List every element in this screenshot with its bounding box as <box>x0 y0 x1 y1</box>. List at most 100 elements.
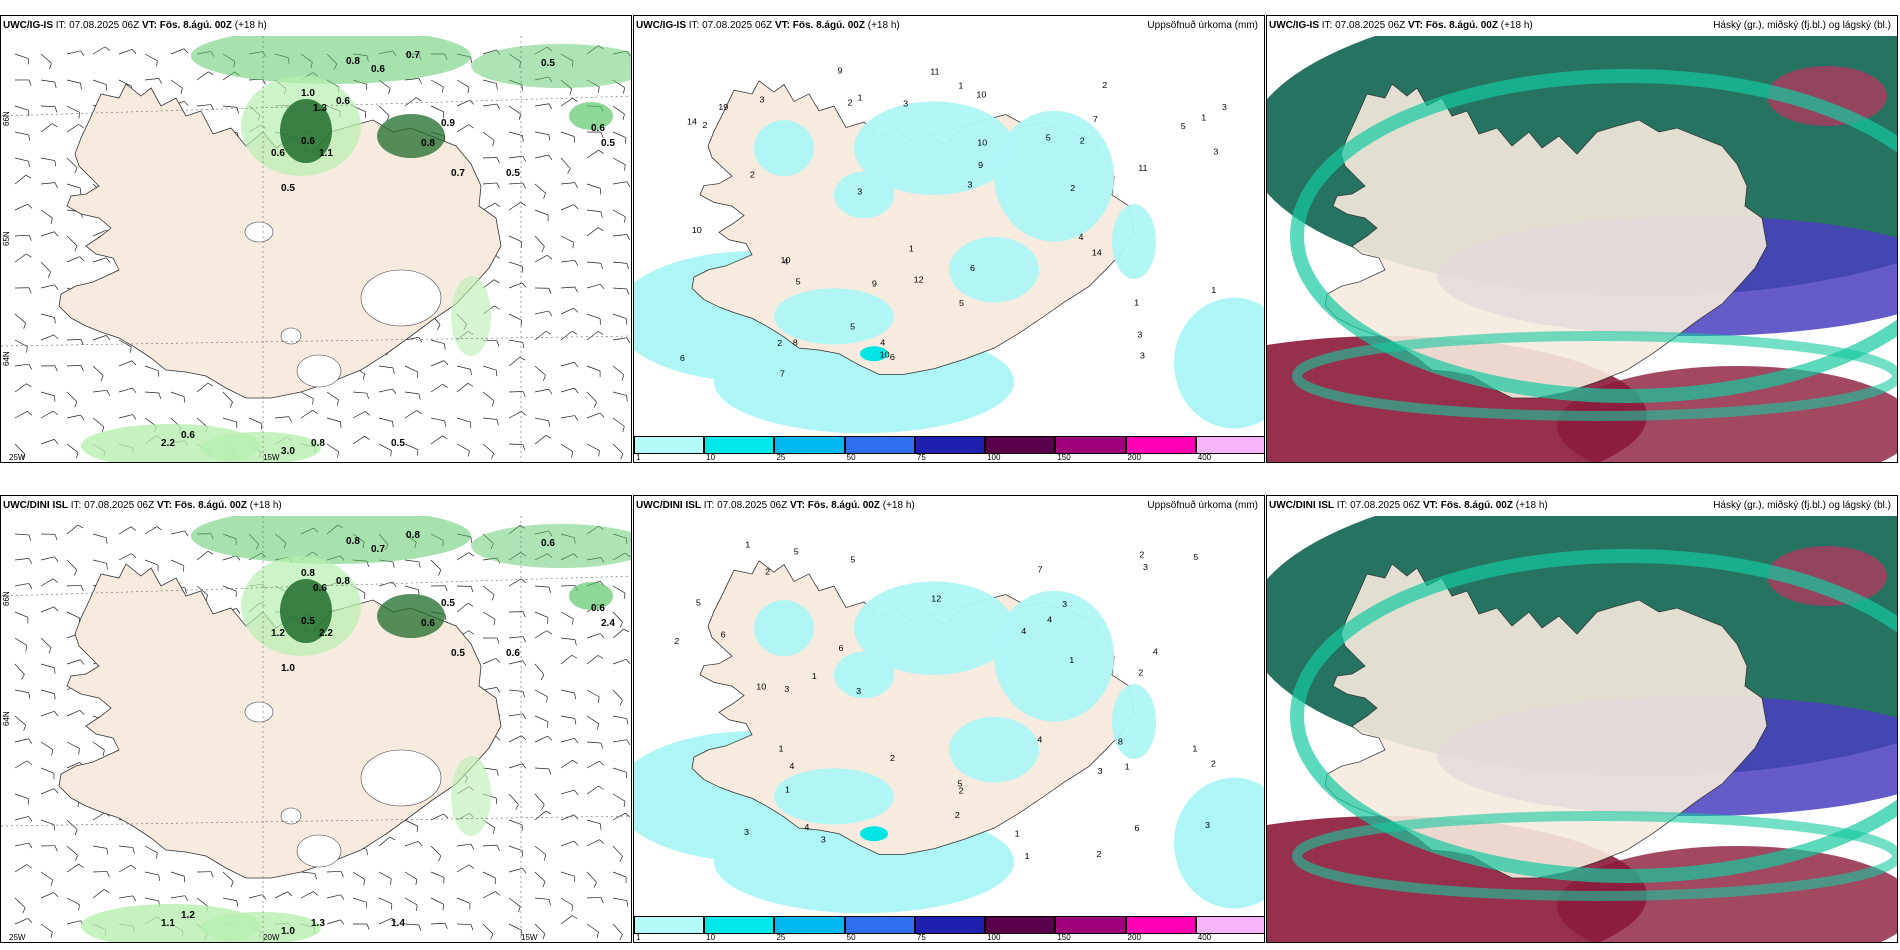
wind-barb-flag <box>184 530 189 537</box>
precip-area <box>774 288 894 345</box>
wind-barb-flag <box>522 342 525 349</box>
wind-barb-flag <box>78 112 80 119</box>
value-label: 3 <box>1137 330 1142 340</box>
wind-barb-flag <box>522 182 526 189</box>
field-title: Uppsöfnuð úrkoma (mm) <box>1147 20 1258 31</box>
precip-area <box>854 581 1014 675</box>
wind-barb-flag <box>600 131 604 138</box>
value-label: 1 <box>779 744 784 754</box>
wind-barb <box>430 105 444 113</box>
wind-barb <box>40 711 55 717</box>
wind-barb <box>508 235 522 243</box>
wind-barb <box>66 105 80 113</box>
wind-barb <box>40 209 53 219</box>
wind-barb <box>612 365 625 376</box>
value-label: 10 <box>756 682 766 692</box>
wind-barb <box>586 283 601 289</box>
wind-barb-flag <box>53 711 59 717</box>
glacier <box>360 749 442 807</box>
wind-barb-flag <box>493 827 496 834</box>
wind-barb-flag <box>28 134 31 141</box>
wind-barb <box>118 339 132 348</box>
precip-area <box>377 594 445 638</box>
wind-barb <box>66 709 80 717</box>
value-label: 2 <box>959 786 964 796</box>
model-name: UWC/IG-IS <box>3 20 53 31</box>
glacier <box>280 327 302 345</box>
wind-barb <box>118 864 132 873</box>
wind-barb <box>456 923 472 925</box>
wind-barb-flag <box>131 360 137 366</box>
wind-barb-flag <box>495 658 501 663</box>
wind-barb-flag <box>467 87 470 94</box>
init-time: IT: 07.08.2025 06Z <box>686 20 775 31</box>
wind-barb <box>352 435 365 445</box>
value-label: 10 <box>692 225 702 235</box>
wind-barb <box>456 383 469 393</box>
wind-barb-flag <box>626 739 631 746</box>
value-label: 3 <box>903 99 908 109</box>
value-label: 3 <box>784 684 789 694</box>
precip-area <box>860 346 888 362</box>
wind-barb-flag <box>23 724 26 731</box>
legend-swatch <box>1055 436 1126 454</box>
wind-barb-flag <box>390 878 392 885</box>
legend-swatch <box>1195 916 1264 934</box>
valid-time: VT: Fös. 8.ágú. 00Z <box>1407 20 1498 31</box>
sea-clear <box>634 534 714 610</box>
wind-barb <box>404 443 418 450</box>
wind-barb <box>534 365 546 376</box>
field-title: Háský (gr.), miðský (fj.bl.) og lágský (… <box>1713 20 1891 31</box>
wind-barb-flag <box>495 735 501 741</box>
precip-area <box>1174 297 1264 429</box>
value-label: 0.6 <box>181 430 195 441</box>
wind-barb-flag <box>573 204 579 210</box>
wind-barb-flag <box>548 103 553 110</box>
wind-barb <box>352 391 367 394</box>
wind-barb-flag <box>522 444 526 451</box>
value-label: 6 <box>970 263 975 273</box>
wind-barb <box>534 689 548 697</box>
panel-cloud-ig: UWC/IG-IS IT: 07.08.2025 06Z VT: Fös. 8.… <box>1266 15 1898 463</box>
wind-barb <box>430 813 444 821</box>
graticule <box>1 575 631 597</box>
wind-barb-flag <box>548 420 551 427</box>
wind-barb <box>482 891 496 899</box>
value-label: 2 <box>674 636 679 646</box>
model-name: UWC/DINI ISL <box>636 500 701 511</box>
value-label: 2.4 <box>601 618 615 629</box>
wind-barb-flag <box>496 103 501 110</box>
wind-barb <box>66 845 78 856</box>
wind-barb-flag <box>104 46 110 51</box>
legend-swatch <box>704 916 775 934</box>
wind-barb <box>40 123 53 133</box>
value-label: 2 <box>1139 550 1144 560</box>
wind-barb-flag <box>27 918 33 923</box>
wind-barb-flag <box>28 816 33 822</box>
wind-barb <box>118 79 132 87</box>
sea-clear <box>1084 516 1264 666</box>
wind-barb <box>404 391 419 395</box>
wind-barb-flag <box>547 254 553 260</box>
lon-label: 15W <box>521 933 538 942</box>
wind-barb-flag <box>522 611 526 618</box>
map-canvas: 66N 65N 64N 25W 15W 0.5 0.8 0.7 0.6 1.0 1.3 0.9 0.8 0… <box>1 36 631 462</box>
wind-barb <box>482 687 497 691</box>
wind-barb <box>586 443 600 451</box>
value-label: 4 <box>880 338 885 348</box>
wind-barb <box>66 79 81 84</box>
wind-barb-flag <box>542 933 546 940</box>
wind-barb-flag <box>22 907 26 914</box>
wind-barb-flag <box>468 124 474 129</box>
value-label: 4 <box>804 822 809 832</box>
wind-barb-flag <box>132 414 137 420</box>
wind-barb-flag <box>183 100 189 106</box>
value-label: 2 <box>1211 759 1216 769</box>
value-label: 10 <box>880 350 890 360</box>
wind-barb-flag <box>573 307 579 313</box>
wind-barb <box>534 154 549 159</box>
value-label: 3.0 <box>281 446 295 457</box>
wind-barb-flag <box>416 97 422 102</box>
wind-barb-flag <box>547 735 553 741</box>
model-name: UWC/DINI ISL <box>1269 500 1334 511</box>
